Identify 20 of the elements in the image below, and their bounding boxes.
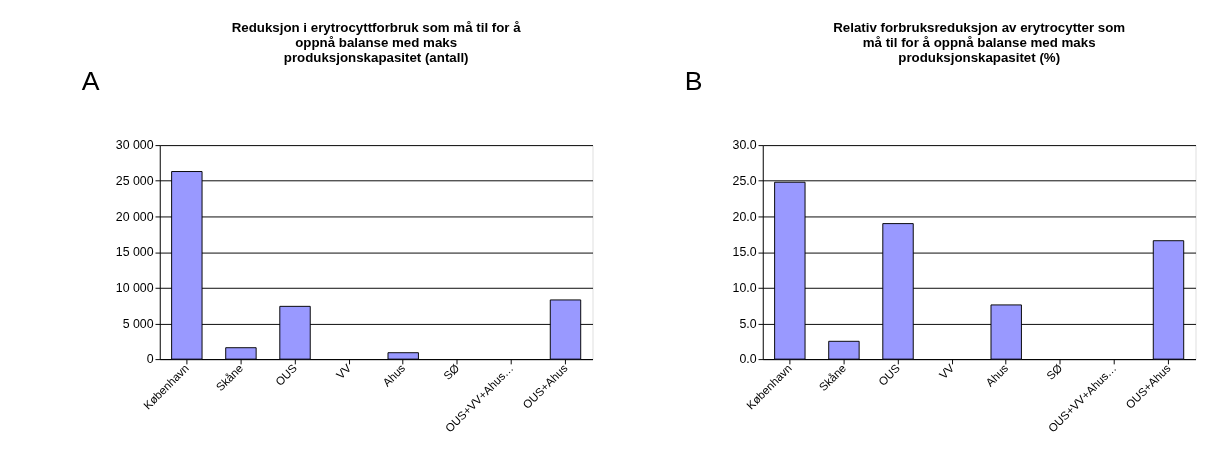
y-tick-label: 10.0 xyxy=(732,281,757,296)
y-tick-label: 5.0 xyxy=(739,316,757,331)
y-tick-label: 25 000 xyxy=(115,174,154,189)
y-tick-label: 30.0 xyxy=(732,138,757,153)
y-tick-label: 20.0 xyxy=(732,209,757,224)
x-tick-label: VV xyxy=(936,361,957,382)
y-tick-label: 10 000 xyxy=(115,281,154,296)
text: B xyxy=(684,65,703,96)
y-tick-label: 15.0 xyxy=(732,245,757,260)
y-tick-label: 0 xyxy=(146,352,154,367)
y-tick-label: 25.0 xyxy=(732,174,757,189)
y-tick-label: 15 000 xyxy=(115,245,154,260)
y-tick-label: 0.0 xyxy=(739,352,757,367)
text: A xyxy=(81,65,100,96)
chart-title: Relativ forbruksreduksjon av erytrocytter som må til for å oppnå balanse med maks produksjonskapasitet (%) xyxy=(833,19,1126,66)
y-tick-label: 5 000 xyxy=(122,316,154,331)
y-tick-label: 20 000 xyxy=(115,209,154,224)
chart-title: Reduksjon i erytrocyttforbruk som må til for å oppnå balanse med maks produksjonskapasitet (antall) xyxy=(231,19,522,66)
x-tick-label: VV xyxy=(333,361,354,382)
y-tick-label: 30 000 xyxy=(115,138,154,153)
